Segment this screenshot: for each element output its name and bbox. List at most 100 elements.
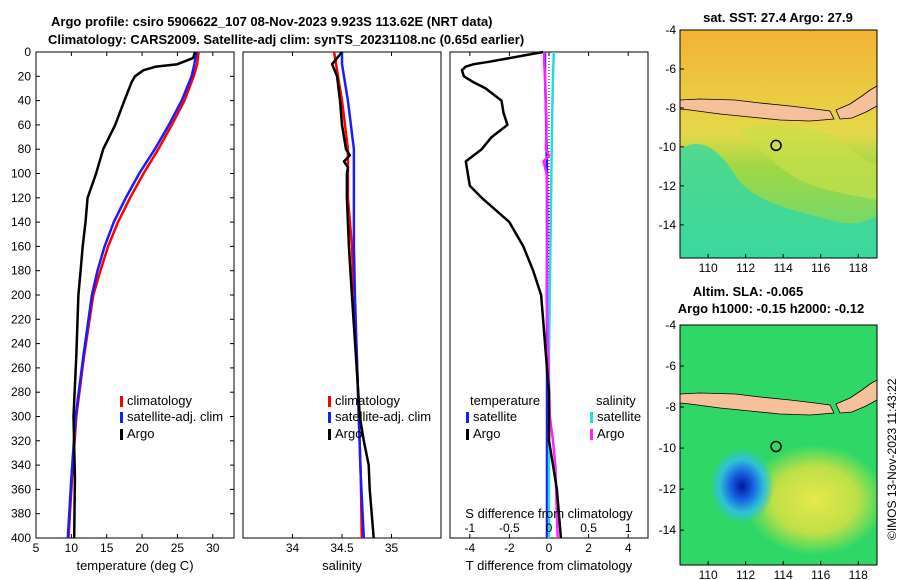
top-tick-label: -1 — [464, 521, 475, 535]
top-tick-label: 1 — [625, 521, 632, 535]
series-argo — [72, 51, 197, 539]
map-x-tick-label: 110 — [699, 261, 718, 275]
x-tick-label: 34.5 — [330, 541, 354, 555]
map-y-tick-label: -8 — [665, 101, 676, 115]
diff-legend-s-satellite-swatch — [590, 412, 593, 423]
sst-warm-band — [740, 124, 877, 200]
map-y-tick-label: -12 — [659, 179, 677, 193]
y-tick-label: 100 — [11, 167, 31, 181]
y-tick-label: 140 — [11, 215, 31, 229]
map-x-tick-label: 112 — [736, 261, 755, 275]
sst-map-title: sat. SST: 27.4 Argo: 27.9 — [703, 10, 853, 25]
map-y-tick-label: -6 — [665, 359, 676, 373]
map-y-tick-label: -10 — [659, 441, 677, 455]
map-y-tick-label: -14 — [659, 218, 677, 232]
map-y-tick-label: -4 — [665, 23, 676, 37]
x-tick-label: 0 — [546, 541, 553, 555]
map-x-tick-label: 112 — [736, 568, 755, 580]
x-tick-label: 4 — [625, 541, 632, 555]
map-y-tick-label: -10 — [659, 140, 677, 154]
diff-legend-title-temperature: temperature — [470, 393, 540, 408]
map-y-tick-label: -8 — [665, 400, 676, 414]
temperature-profile-axes-box — [35, 51, 235, 539]
y-tick-label: 340 — [11, 458, 31, 472]
map-y-tick-label: -4 — [665, 318, 676, 332]
sst-cool-patch — [680, 144, 877, 258]
temp-legend-climatology-swatch — [120, 396, 123, 407]
temperature-profile-x-label: temperature (deg C) — [76, 558, 193, 573]
top-tick-label: 0 — [546, 521, 553, 535]
map-x-tick-label: 116 — [811, 261, 830, 275]
sal-legend-satellite-swatch — [328, 412, 331, 423]
top-tick-label: 0.5 — [580, 521, 597, 535]
x-tick-label: 5 — [33, 541, 40, 555]
y-tick-label: 320 — [11, 434, 31, 448]
figure-title-line1: Argo profile: csiro 5906622_107 08-Nov-2… — [51, 14, 493, 29]
x-tick-label: 10 — [65, 541, 79, 555]
sla-land-islands — [835, 379, 877, 414]
salinity-profile-x-label: salinity — [322, 558, 362, 573]
diff-legend-title-salinity: salinity — [596, 393, 636, 408]
x-tick-label: 34 — [286, 541, 300, 555]
sst-map-frame — [679, 29, 878, 259]
sla-map-subtitle: Argo h1000: -0.15 h2000: -0.12 — [678, 301, 864, 316]
series-t-argo — [460, 50, 563, 539]
diff-legend-s-argo-swatch — [590, 429, 593, 440]
temp-legend-satellite-label: satellite-adj. clim — [127, 409, 223, 424]
sst-map-argo-marker — [770, 139, 782, 152]
y-tick-label: 260 — [11, 361, 31, 375]
sst-land-java — [680, 98, 835, 122]
y-tick-label: 220 — [11, 312, 31, 326]
map-y-tick-label: -6 — [665, 62, 676, 76]
temp-legend-satellite-swatch — [120, 412, 123, 423]
sla-yellow-ridge — [745, 445, 877, 555]
sst-land-islands — [835, 85, 877, 120]
map-x-tick-label: 118 — [849, 568, 868, 580]
x-tick-label: 30 — [206, 541, 220, 555]
sal-legend-climatology-swatch — [328, 396, 331, 407]
temp-legend-climatology-label: climatology — [127, 393, 193, 408]
series-satellite-adj-clim — [66, 51, 198, 539]
timestamp-label: ©IMOS 13-Nov-2023 11:43:22 — [885, 378, 899, 540]
map-x-tick-label: 114 — [774, 568, 793, 580]
y-tick-label: 160 — [11, 239, 31, 253]
sla-map-panel — [680, 325, 877, 565]
y-tick-label: 360 — [11, 482, 31, 496]
figure-title-line2: Climatology: CARS2009. Satellite-adj cli… — [48, 32, 525, 47]
y-tick-label: 40 — [18, 94, 32, 108]
series-s-argo — [542, 52, 559, 539]
difference-top-x-label: S difference from climatology — [465, 506, 633, 521]
map-x-tick-label: 118 — [849, 261, 868, 275]
y-tick-label: 120 — [11, 191, 31, 205]
sla-cyclonic-eddy — [710, 448, 774, 524]
diff-legend-s-argo-label: Argo — [597, 426, 624, 441]
y-tick-label: 60 — [18, 118, 32, 132]
y-tick-label: 400 — [11, 531, 31, 545]
map-y-tick-label: -12 — [659, 482, 677, 496]
x-tick-label: 20 — [135, 541, 149, 555]
sal-legend-argo-swatch — [328, 429, 331, 440]
sal-legend-satellite-label: satellite-adj. clim — [335, 409, 431, 424]
x-tick-label: 2 — [585, 541, 592, 555]
x-tick-label: 35 — [385, 541, 399, 555]
sal-legend-climatology-label: climatology — [335, 393, 401, 408]
diff-legend-t-argo-label: Argo — [473, 426, 500, 441]
x-tick-label: -4 — [464, 541, 475, 555]
map-x-tick-label: 114 — [774, 261, 793, 275]
map-x-tick-label: 110 — [699, 568, 718, 580]
diff-legend-t-satellite-label: satellite — [473, 409, 517, 424]
diff-legend-s-satellite-label: satellite — [597, 409, 641, 424]
diff-legend-t-satellite-swatch — [466, 412, 469, 423]
y-tick-label: 0 — [24, 45, 31, 59]
y-tick-label: 80 — [18, 142, 32, 156]
diff-legend-t-argo-swatch — [466, 429, 469, 440]
sla-map-argo-marker — [770, 440, 782, 453]
y-tick-label: 380 — [11, 507, 31, 521]
y-tick-label: 300 — [11, 410, 31, 424]
y-tick-label: 180 — [11, 264, 31, 278]
sal-legend-argo-label: Argo — [335, 426, 362, 441]
sla-map-frame — [679, 324, 878, 566]
y-tick-label: 20 — [18, 69, 32, 83]
map-x-tick-label: 116 — [811, 568, 830, 580]
